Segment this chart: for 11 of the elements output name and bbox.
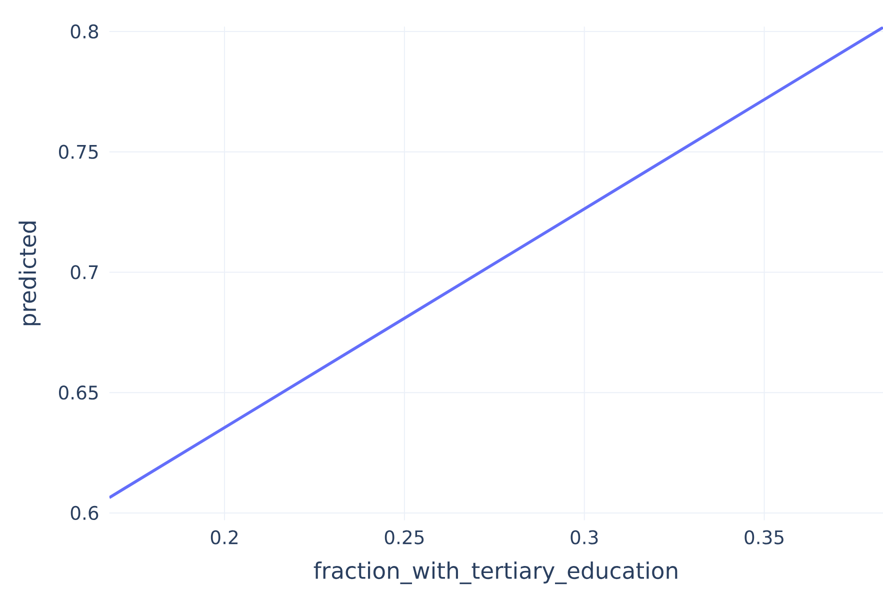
x-tick-label: 0.25: [384, 530, 424, 544]
x-tick-label: 0.35: [744, 530, 784, 544]
y-tick-label: 0.6: [70, 506, 98, 520]
x-axis-title: fraction_with_tertiary_education: [314, 562, 678, 584]
x-tick-label: 0.3: [570, 530, 598, 544]
y-tick-label: 0.8: [70, 24, 98, 39]
y-tick-label: 0.65: [58, 386, 98, 400]
y-axis-title: predicted: [18, 222, 41, 326]
x-tick-label: 0.2: [210, 530, 238, 544]
y-tick-label: 0.75: [58, 144, 98, 159]
y-tick-label: 0.7: [70, 265, 98, 280]
